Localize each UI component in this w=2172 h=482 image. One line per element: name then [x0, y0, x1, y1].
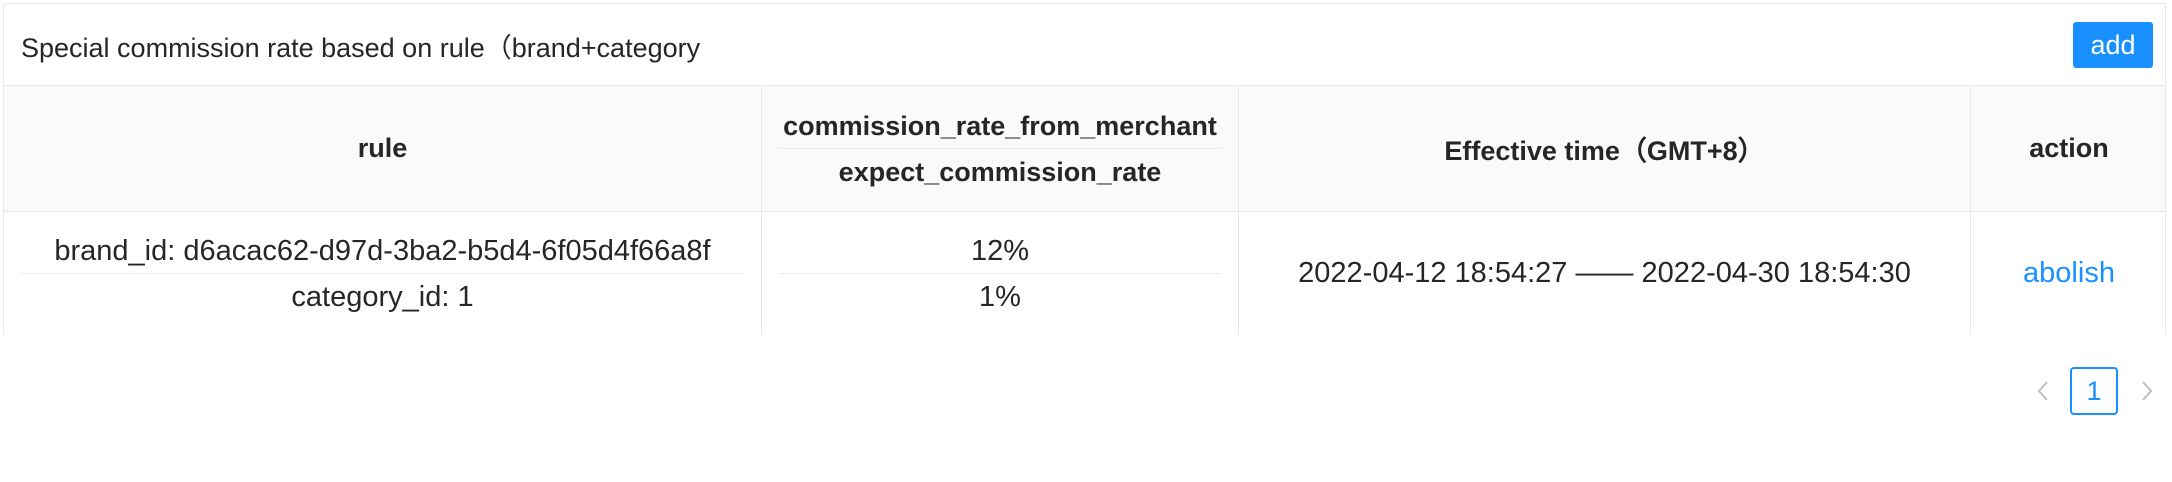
header-action: action — [2029, 133, 2109, 163]
header-rule: rule — [357, 133, 408, 163]
effective-time-value: 2022-04-12 18:54:27 —— 2022-04-30 18:54:… — [1298, 257, 1911, 289]
commission-stack: 12% 1% — [778, 228, 1222, 320]
header-cell-commission: commission_rate_from_merchant expect_com… — [762, 86, 1239, 211]
chevron-right-icon — [2142, 381, 2153, 401]
header-commission-from-merchant: commission_rate_from_merchant — [778, 103, 1222, 149]
header-expect-commission: expect_commission_rate — [838, 156, 1162, 187]
header-effective-time: Effective time（GMT+8） — [1444, 136, 1765, 166]
cell-action: abolish — [1971, 212, 2167, 335]
category-id-text: category_id: 1 — [291, 280, 474, 313]
rule-stack: brand_id: d6acac62-d97d-3ba2-b5d4-6f05d4… — [20, 228, 745, 320]
pagination-next-button[interactable] — [2132, 367, 2162, 415]
panel-header: Special commission rate based on rule（br… — [4, 4, 2165, 86]
add-button[interactable]: add — [2073, 22, 2153, 68]
table-row: brand_id: d6acac62-d97d-3ba2-b5d4-6f05d4… — [4, 212, 2165, 335]
abolish-link[interactable]: abolish — [2023, 257, 2115, 289]
header-commission-stack: commission_rate_from_merchant expect_com… — [778, 103, 1222, 195]
cell-rule: brand_id: d6acac62-d97d-3ba2-b5d4-6f05d4… — [4, 212, 762, 335]
pagination-page-1[interactable]: 1 — [2070, 367, 2118, 415]
header-cell-effective-time: Effective time（GMT+8） — [1239, 86, 1971, 211]
commission-rule-table: rule commission_rate_from_merchant expec… — [4, 86, 2165, 335]
brand-id-text: brand_id: d6acac62-d97d-3ba2-b5d4-6f05d4… — [20, 228, 745, 274]
panel-title: Special commission rate based on rule（br… — [21, 33, 701, 63]
chevron-left-icon — [2037, 381, 2048, 401]
header-cell-action: action — [1971, 86, 2167, 211]
commission-rate-from-merchant-value: 12% — [778, 228, 1222, 274]
commission-rule-panel: Special commission rate based on rule（br… — [3, 3, 2166, 335]
cell-effective-time: 2022-04-12 18:54:27 —— 2022-04-30 18:54:… — [1239, 212, 1971, 335]
pagination-prev-button[interactable] — [2028, 367, 2058, 415]
expect-commission-rate-value: 1% — [979, 280, 1021, 313]
cell-commission: 12% 1% — [762, 212, 1239, 335]
table-header: rule commission_rate_from_merchant expec… — [4, 86, 2165, 212]
header-cell-rule: rule — [4, 86, 762, 211]
